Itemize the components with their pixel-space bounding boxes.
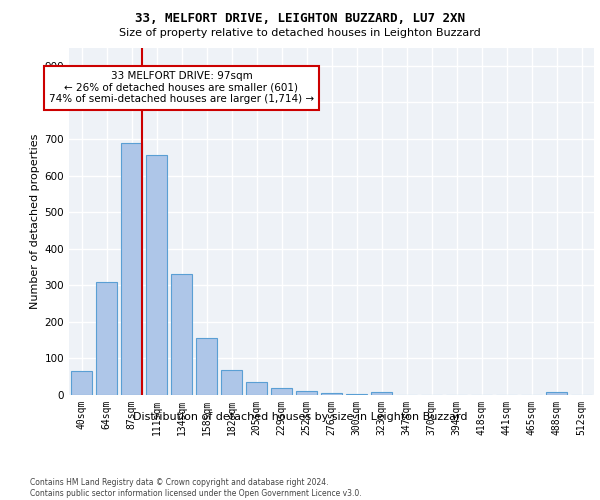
Y-axis label: Number of detached properties: Number of detached properties (31, 134, 40, 309)
Bar (71, 371, 92, 395)
Text: Size of property relative to detached houses in Leighton Buzzard: Size of property relative to detached ho… (119, 28, 481, 38)
Bar (196, 338, 217, 395)
Bar (371, 392, 392, 395)
Bar (546, 392, 567, 395)
Text: Distribution of detached houses by size in Leighton Buzzard: Distribution of detached houses by size … (133, 412, 467, 422)
Bar (146, 156, 167, 395)
Bar (321, 393, 342, 395)
Bar (271, 388, 292, 395)
Bar (221, 370, 242, 395)
Bar (96, 282, 117, 395)
Text: Contains HM Land Registry data © Crown copyright and database right 2024.
Contai: Contains HM Land Registry data © Crown c… (30, 478, 362, 498)
Bar (121, 142, 142, 395)
Text: 33 MELFORT DRIVE: 97sqm
← 26% of detached houses are smaller (601)
74% of semi-d: 33 MELFORT DRIVE: 97sqm ← 26% of detache… (49, 72, 314, 104)
Bar (171, 274, 192, 395)
Bar (346, 394, 367, 395)
Bar (296, 390, 317, 395)
Bar (246, 382, 267, 395)
Text: 33, MELFORT DRIVE, LEIGHTON BUZZARD, LU7 2XN: 33, MELFORT DRIVE, LEIGHTON BUZZARD, LU7… (135, 12, 465, 26)
